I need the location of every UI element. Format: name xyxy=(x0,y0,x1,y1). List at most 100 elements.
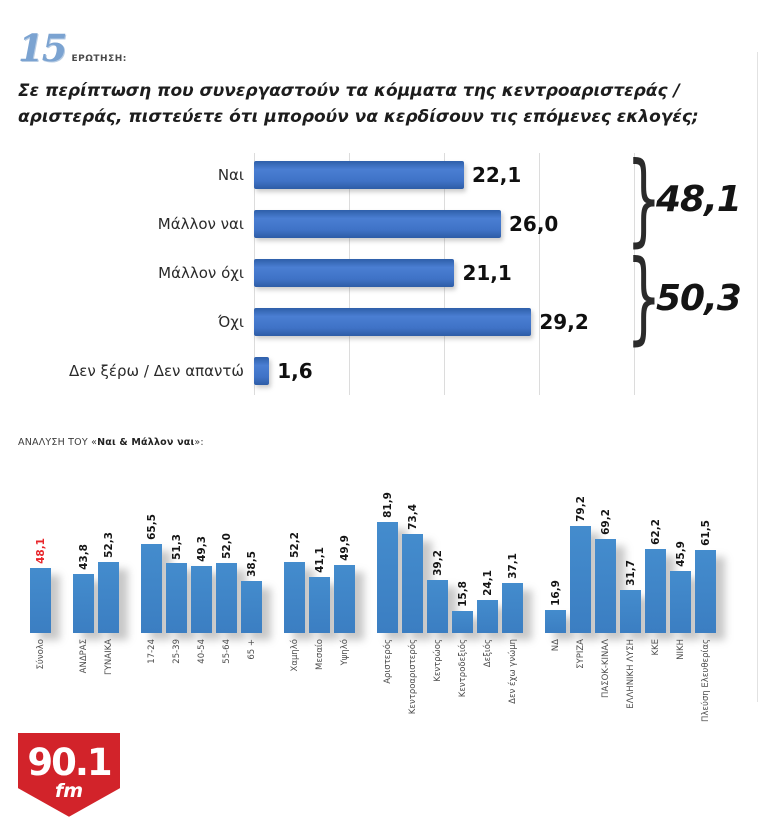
bar xyxy=(620,589,641,633)
radio-logo-number: 90.1 xyxy=(27,740,112,784)
value-label: 52,3 xyxy=(102,532,115,559)
value-label: 29,2 xyxy=(539,310,589,335)
category-label: 25-39 xyxy=(171,638,182,664)
analysis-group: 65,5 17-24 51,3 25-39 49,3 40-54 52,0 55-64 38,5… xyxy=(141,514,262,663)
bar-area: 26,0 xyxy=(254,210,768,239)
value-label: 73,4 xyxy=(406,503,419,530)
category-label: Κεντροδεξιός xyxy=(457,638,468,697)
bar xyxy=(595,539,616,633)
value-label: 21,1 xyxy=(462,261,512,286)
value-label: 81,9 xyxy=(381,492,394,519)
analysis-bar-cell: 24,1 Δεξιός xyxy=(477,570,498,667)
page-scan-edge xyxy=(757,52,758,702)
bar xyxy=(241,580,262,633)
analysis-group: 48,1 Σύνολο xyxy=(30,538,51,669)
main-chart: Ναι 22,1 Μάλλον ναι 26,0 Μάλλον όχι 21,1 Όχι 29… xyxy=(0,139,768,403)
radio-logo-fm: fm xyxy=(54,779,84,802)
category-label: Δεν έχω γνώμη xyxy=(507,638,518,704)
bar xyxy=(254,161,464,190)
category-label: ΕΛΛΗΝΙΚΗ ΛΥΣΗ xyxy=(625,638,636,709)
radio-logo: 90.1 fm xyxy=(18,732,120,817)
bar xyxy=(73,573,94,633)
bar xyxy=(166,563,187,633)
value-label: 49,9 xyxy=(338,535,351,562)
analysis-group: 52,2 Χαμηλό 41,1 Μεσαίο 49,9 Υψηλό xyxy=(284,532,355,671)
bar xyxy=(30,567,51,633)
question-label: ΕΡΩΤΗΣΗ: xyxy=(71,54,127,64)
bar xyxy=(402,533,423,633)
category-label: ΑΝΔΡΑΣ xyxy=(78,638,89,673)
analysis-bar-cell: 16,9 ΝΔ xyxy=(545,579,566,651)
main-chart-row: Όχι 29,2 xyxy=(0,298,768,347)
value-label: 37,1 xyxy=(506,552,519,579)
category-label: 17-24 xyxy=(146,638,157,664)
category-label: 40-54 xyxy=(196,638,207,664)
category-label: Ναι xyxy=(217,166,244,185)
analysis-group: 81,9 Αριστερός 73,4 Κεντροαριστερός 39,2 Κεντ… xyxy=(377,492,523,714)
bar-area: 1,6 xyxy=(254,357,768,386)
analysis-bar-cell: 49,3 40-54 xyxy=(191,536,212,663)
analysis-title-bold: Ναι & Μάλλον ναι xyxy=(97,436,195,448)
bracket-brace: } xyxy=(626,139,662,257)
analysis-bar-cell: 52,3 ΓΥΝΑΙΚΑ xyxy=(98,532,119,675)
category-label: Μάλλον ναι xyxy=(157,215,244,234)
bar xyxy=(254,210,501,239)
bar xyxy=(254,308,532,337)
value-label: 16,9 xyxy=(549,579,562,606)
category-label: Δεξιός xyxy=(482,638,493,667)
bar xyxy=(545,609,566,633)
gridline xyxy=(634,152,635,395)
category-label: Μάλλον όχι xyxy=(158,264,244,283)
bar xyxy=(284,562,305,633)
bar xyxy=(477,600,498,633)
analysis-title: ΑΝΑΛΥΣΗ ΤΟΥ «Ναι & Μάλλον ναι»: xyxy=(18,437,768,448)
main-chart-row: Μάλλον όχι 21,1 xyxy=(0,249,768,298)
category-label: ΓΥΝΑΙΚΑ xyxy=(103,638,114,675)
category-label: ΣΥΡΙΖΑ xyxy=(575,638,586,669)
bar xyxy=(141,544,162,633)
category-label: Πλεύση Ελευθερίας xyxy=(700,638,711,722)
value-label: 26,0 xyxy=(509,212,559,237)
analysis-bar-cell: 61,5 Πλεύση Ελευθερίας xyxy=(695,519,716,722)
analysis-bar-cell: 15,8 Κεντροδεξιός xyxy=(452,581,473,697)
category-label: Δεν ξέρω / Δεν απαντώ xyxy=(69,362,244,381)
category-label: Κεντρώος xyxy=(432,638,443,682)
bar xyxy=(645,548,666,633)
main-chart-row: Ναι 22,1 xyxy=(0,151,768,200)
value-label: 39,2 xyxy=(431,549,444,576)
value-label: 61,5 xyxy=(699,519,712,546)
analysis-title-suffix: »: xyxy=(194,436,204,448)
bar-area: 22,1 xyxy=(254,161,768,190)
bar-area: 21,1 xyxy=(254,259,768,288)
bar xyxy=(309,577,330,633)
category-label: Κεντροαριστερός xyxy=(407,638,418,714)
question-number: 15 xyxy=(18,26,67,70)
category-label: 55-64 xyxy=(221,638,232,664)
bar xyxy=(502,582,523,633)
main-chart-row: Μάλλον ναι 26,0 xyxy=(0,200,768,249)
value-label: 69,2 xyxy=(599,509,612,536)
value-label: 41,1 xyxy=(313,547,326,574)
value-label: 52,2 xyxy=(288,532,301,559)
value-label: 45,9 xyxy=(674,540,687,567)
bar xyxy=(191,566,212,633)
category-label: 65 + xyxy=(246,638,257,660)
analysis-bar-cell: 48,1 Σύνολο xyxy=(30,538,51,669)
category-label: ΝΔ xyxy=(550,638,561,651)
analysis-bar-cell: 43,8 ΑΝΔΡΑΣ xyxy=(73,543,94,673)
value-label: 52,0 xyxy=(220,532,233,559)
category-label: ΚΚΕ xyxy=(650,638,661,656)
value-label: 31,7 xyxy=(624,559,637,586)
analysis-bar-cell: 52,0 55-64 xyxy=(216,532,237,663)
question-header: 15 ΕΡΩΤΗΣΗ: xyxy=(18,26,768,70)
bar xyxy=(254,259,455,288)
main-chart-row: Δεν ξέρω / Δεν απαντώ 1,6 xyxy=(0,347,768,396)
value-label: 65,5 xyxy=(145,514,158,541)
bar xyxy=(216,562,237,633)
question-text: Σε περίπτωση που συνεργαστούν τα κόμματα… xyxy=(18,81,699,128)
category-label: Αριστερός xyxy=(382,638,393,684)
bar xyxy=(427,579,448,633)
value-label: 15,8 xyxy=(456,581,469,608)
bar-area: 29,2 xyxy=(254,308,768,337)
value-label: 43,8 xyxy=(77,543,90,570)
